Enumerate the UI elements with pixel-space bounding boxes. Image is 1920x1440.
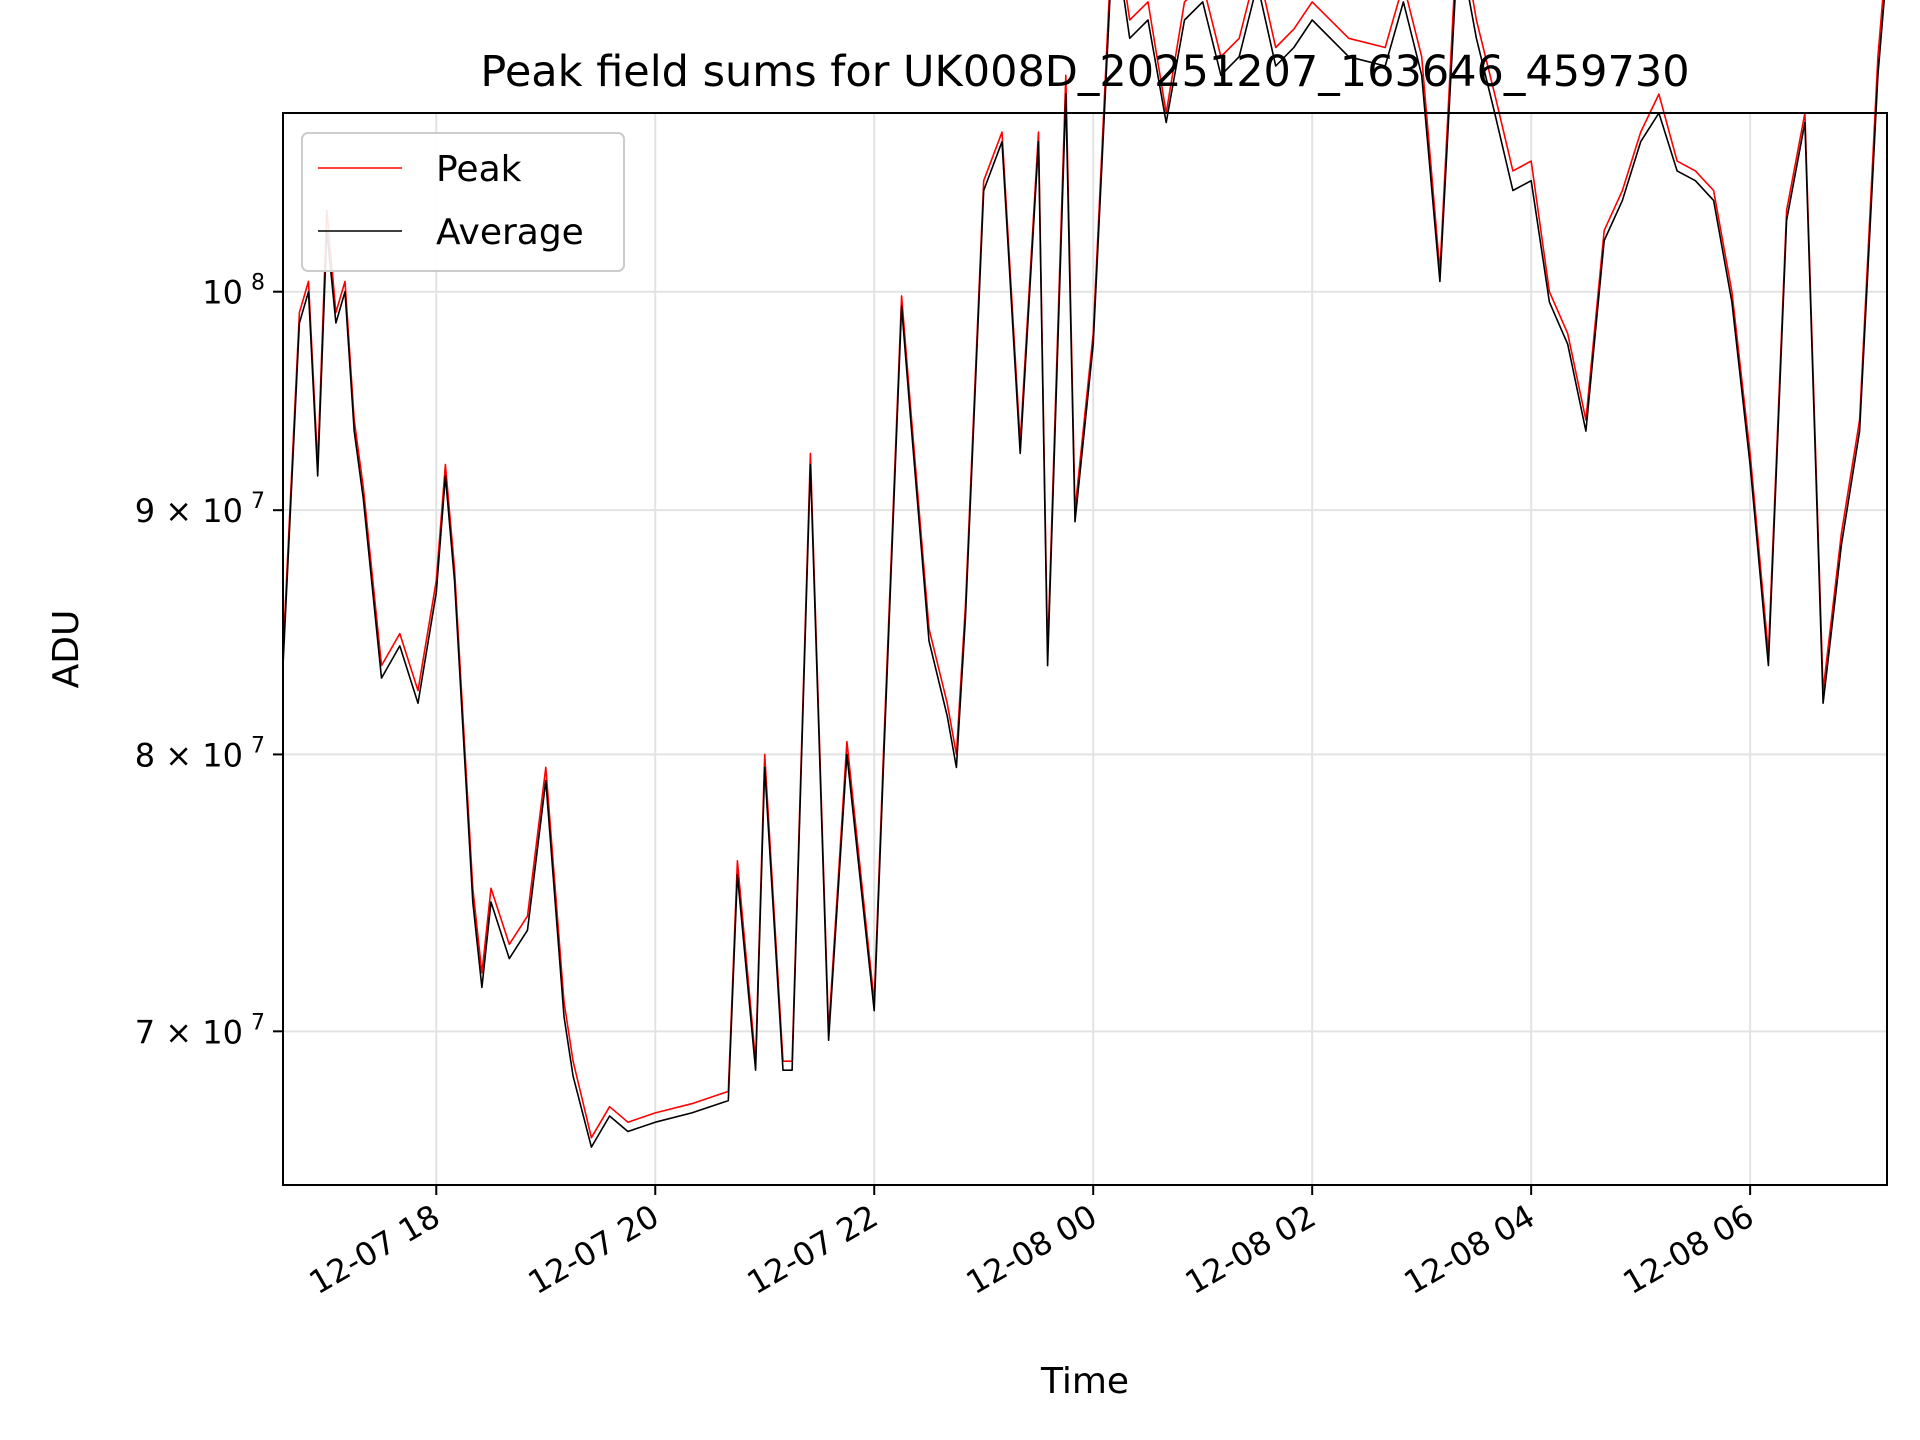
y-tick-label: 10 (202, 274, 243, 312)
plot-frame (282, 112, 1888, 1186)
grid-layer (283, 113, 1887, 1185)
y-tick-base: 8 × 10 (135, 736, 243, 774)
y-axis-label: ADU (46, 610, 87, 689)
y-tick-exponent: 7 (251, 733, 265, 758)
y-tick-label: 9 × 10 (135, 492, 243, 530)
y-tick-exponent: 8 (251, 271, 265, 296)
legend-label-peak: Peak (436, 149, 522, 190)
y-tick-base: 7 × 10 (135, 1013, 243, 1051)
y-axis-ticks: 7 × 10 7 8 × 10 7 9 × 10 7 10 8 (135, 271, 283, 1051)
y-tick-base: 9 × 10 (135, 492, 243, 530)
y-tick-base: 10 (202, 274, 243, 312)
x-axis-label: Time (1040, 1361, 1129, 1402)
y-tick-exponent: 7 (251, 1010, 265, 1035)
series-layer (282, 0, 1885, 1148)
series-line-average (282, 0, 1885, 1148)
legend: Peak Average (301, 132, 625, 272)
y-tick-exponent: 7 (251, 489, 265, 514)
y-tick-label: 8 × 10 (135, 736, 243, 774)
y-tick-label: 7 × 10 (135, 1013, 243, 1051)
legend-label-average: Average (436, 212, 584, 253)
chart-title: Peak field sums for UK008D_20251207_1636… (480, 47, 1689, 97)
